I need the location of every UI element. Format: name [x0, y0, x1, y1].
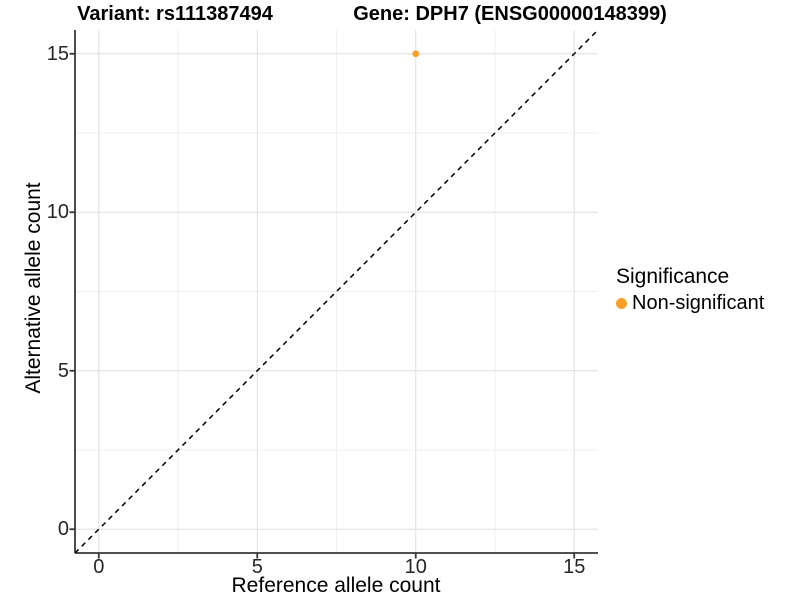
- y-tick-label: 10: [46, 201, 69, 224]
- x-axis-title: Reference allele count: [231, 574, 441, 597]
- x-tick-label: 15: [563, 556, 586, 578]
- legend-entry-label: Non-significant: [632, 292, 765, 314]
- legend-entry: Non-significant: [616, 292, 764, 315]
- data-point: [412, 50, 420, 58]
- y-tick-label: 5: [57, 359, 69, 382]
- plot-title-variant: Variant: rs111387494: [77, 3, 273, 25]
- legend-title: Significance: [616, 265, 730, 288]
- legend-point-icon: [616, 298, 627, 309]
- x-tick-label: 0: [93, 556, 105, 578]
- legend: Significance Non-significant: [616, 265, 764, 315]
- y-tick-label: 0: [57, 518, 69, 541]
- y-tick-label: 15: [46, 42, 69, 65]
- x-tick-label: 5: [251, 556, 263, 578]
- plot-title-gene: Gene: DPH7 (ENSG00000148399): [353, 3, 667, 25]
- x-tick-label: 10: [404, 556, 427, 578]
